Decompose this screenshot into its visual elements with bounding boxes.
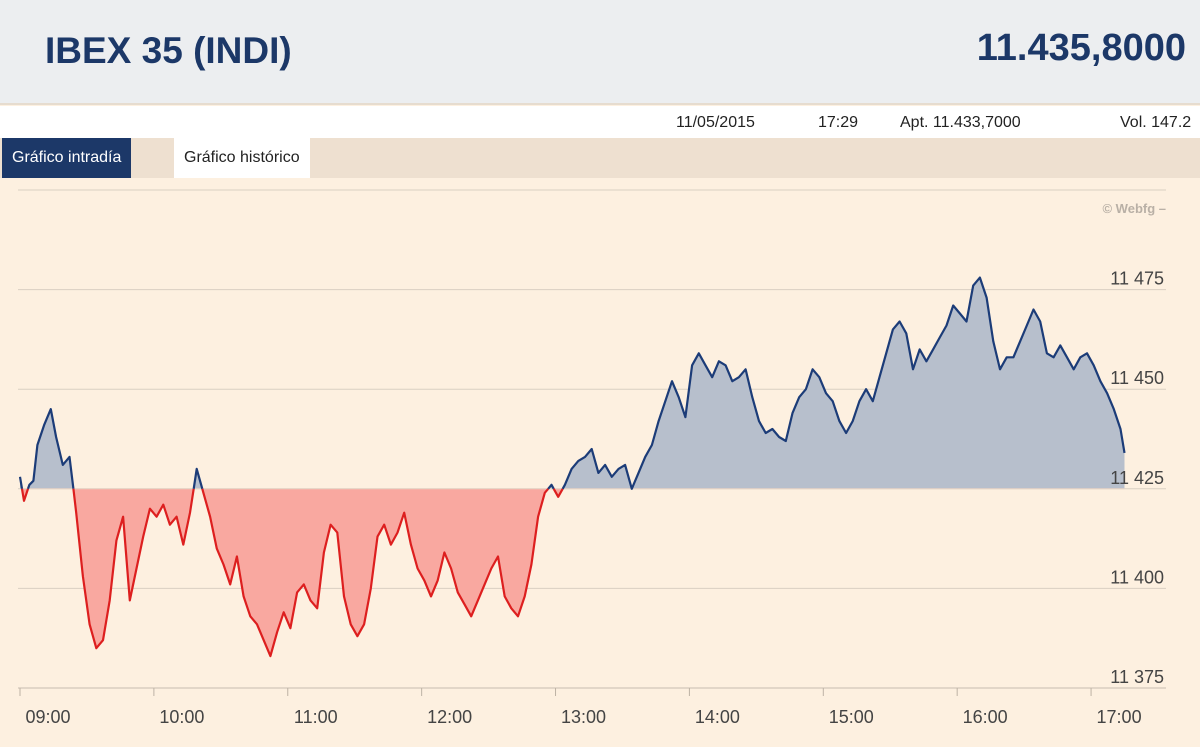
quote-info-bar: 11/05/2015 17:29 Apt. 11.433,7000 Vol. 1… — [0, 106, 1200, 138]
chart-lines — [18, 276, 1126, 658]
series-line-up — [26, 408, 75, 490]
area-below-baseline — [202, 488, 549, 657]
quote-open: Apt. 11.433,7000 — [900, 114, 1021, 131]
quote-time: 17:29 — [818, 114, 859, 131]
x-tick-label: 15:00 — [829, 707, 874, 727]
y-tick-label: 11 450 — [1110, 368, 1164, 388]
series-line-up — [192, 467, 204, 490]
series-line-down — [72, 488, 195, 650]
quote-volume: Vol. 147.2 — [1120, 114, 1192, 131]
area-above-baseline — [562, 277, 1125, 489]
x-tick-label: 13:00 — [561, 707, 606, 727]
x-tick-label: 14:00 — [695, 707, 740, 727]
y-tick-label: 11 475 — [1110, 269, 1164, 289]
intraday-chart: © Webfg – 11 375 11 400 11 425 11 450 11 475… — [18, 189, 1166, 727]
series-line-up — [561, 276, 1126, 490]
x-tick-label: 09:00 — [25, 707, 70, 727]
chart-tabs: Gráfico intradía Gráfico histórico — [0, 138, 1200, 178]
x-tick-label: 16:00 — [963, 707, 1008, 727]
area-below-baseline — [73, 488, 194, 649]
y-axis-labels: 11 375 11 400 11 425 11 450 11 475 — [1110, 269, 1164, 687]
x-tick-label: 17:00 — [1097, 707, 1142, 727]
quote-date: 11/05/2015 — [676, 114, 755, 131]
series-line-up — [547, 483, 555, 490]
quote-header: IBEX 35 (INDI) 11.435,8000 — [0, 0, 1200, 105]
series-line-down — [20, 488, 30, 502]
x-tick-label: 12:00 — [427, 707, 472, 727]
chart-areas — [20, 277, 1125, 657]
chart-watermark: © Webfg – — [1102, 201, 1166, 216]
tab-intraday-chart[interactable]: Gráfico intradía — [2, 138, 132, 178]
index-title: IBEX 35 (INDI) — [45, 30, 292, 71]
y-tick-label: 11 425 — [1110, 468, 1164, 488]
tab-historical-chart[interactable]: Gráfico histórico — [174, 138, 310, 178]
series-line-down — [552, 488, 564, 498]
x-tick-label: 10:00 — [159, 707, 204, 727]
y-tick-label: 11 400 — [1110, 567, 1164, 587]
y-tick-label: 11 375 — [1110, 667, 1164, 687]
x-tick-label: 11:00 — [294, 707, 338, 727]
series-line-down — [201, 488, 550, 658]
area-above-baseline — [28, 409, 74, 489]
x-axis: 09:00 10:00 11:00 12:00 13:00 14:00 15:00 16:00… — [18, 687, 1166, 727]
index-price: 11.435,8000 — [976, 27, 1186, 69]
series-line-up — [18, 476, 24, 489]
